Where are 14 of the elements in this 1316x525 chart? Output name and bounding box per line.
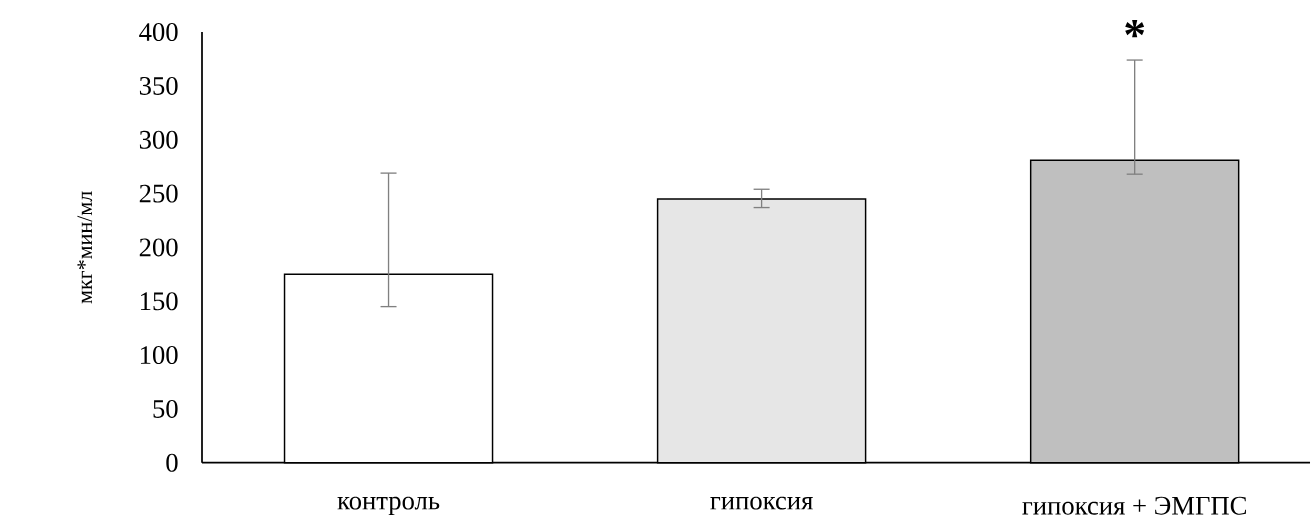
y-tick-label: 250 [139, 184, 178, 203]
x-tick-label: гипоксия [710, 496, 813, 510]
y-axis-title: мкг*мин/мл [77, 191, 93, 304]
x-tick-label: контроль [337, 496, 440, 516]
y-tick-label: 200 [139, 238, 178, 257]
y-tick-label: 350 [139, 76, 178, 95]
y-tick-label: 0 [166, 453, 178, 472]
y-tick-label: 300 [139, 130, 178, 149]
y-tick-label: 150 [140, 292, 178, 311]
y-tick-label: 50 [153, 399, 178, 418]
annotation: * [1125, 20, 1145, 38]
x-tick-label: гипоксия + ЭМГПС [1022, 496, 1246, 515]
y-tick-label: 100 [140, 346, 178, 365]
y-tick-label: 400 [139, 23, 178, 42]
